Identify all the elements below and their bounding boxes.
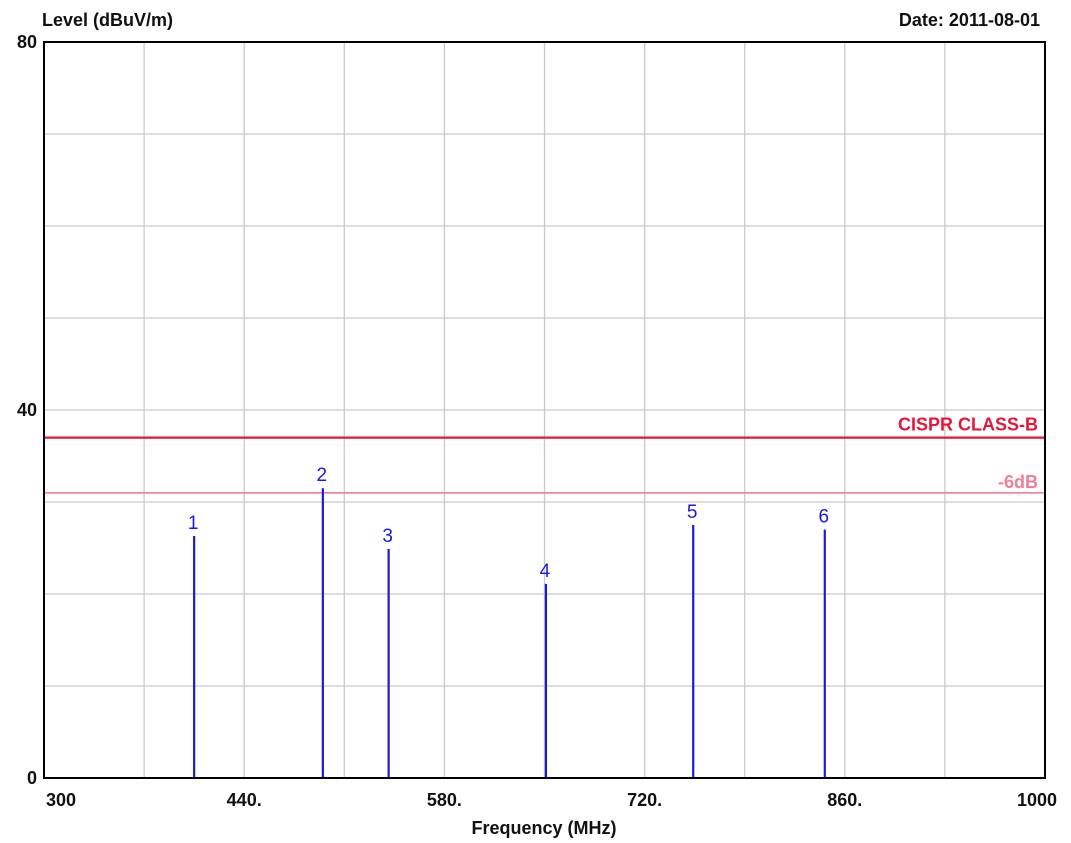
y-tick-label: 80 (17, 32, 37, 52)
grid-lines (44, 42, 1045, 778)
limit-lines: CISPR CLASS-B -6dB (44, 415, 1045, 494)
marker-label: 1 (188, 513, 199, 534)
marker-label: 6 (818, 507, 829, 528)
x-tick-label: 1000 (1017, 790, 1057, 810)
x-tick-labels: 300 440. 580. 720. 860. 1000 (46, 790, 1057, 810)
limit-line-label: -6dB (998, 472, 1038, 492)
x-tick-label: 580. (427, 790, 462, 810)
marker-label: 2 (317, 465, 328, 486)
x-axis-label: Frequency (MHz) (471, 818, 616, 838)
y-tick-label: 40 (17, 400, 37, 420)
plot-frame (43, 41, 1046, 779)
date-label: Date: 2011-08-01 (899, 10, 1040, 30)
marker-series: 1 2 3 4 5 6 (188, 465, 829, 778)
marker-label: 3 (382, 526, 393, 547)
y-tick-label: 0 (27, 768, 37, 788)
marker-label: 5 (687, 502, 698, 523)
x-tick-label: 440. (227, 790, 262, 810)
limit-line-label: CISPR CLASS-B (898, 415, 1038, 435)
y-axis-label: Level (dBuV/m) (42, 10, 173, 30)
y-tick-labels: 0 40 80 (17, 32, 37, 788)
x-tick-label: 300 (46, 790, 76, 810)
x-tick-label: 860. (827, 790, 862, 810)
marker-label: 4 (540, 561, 551, 582)
x-tick-label: 720. (627, 790, 662, 810)
